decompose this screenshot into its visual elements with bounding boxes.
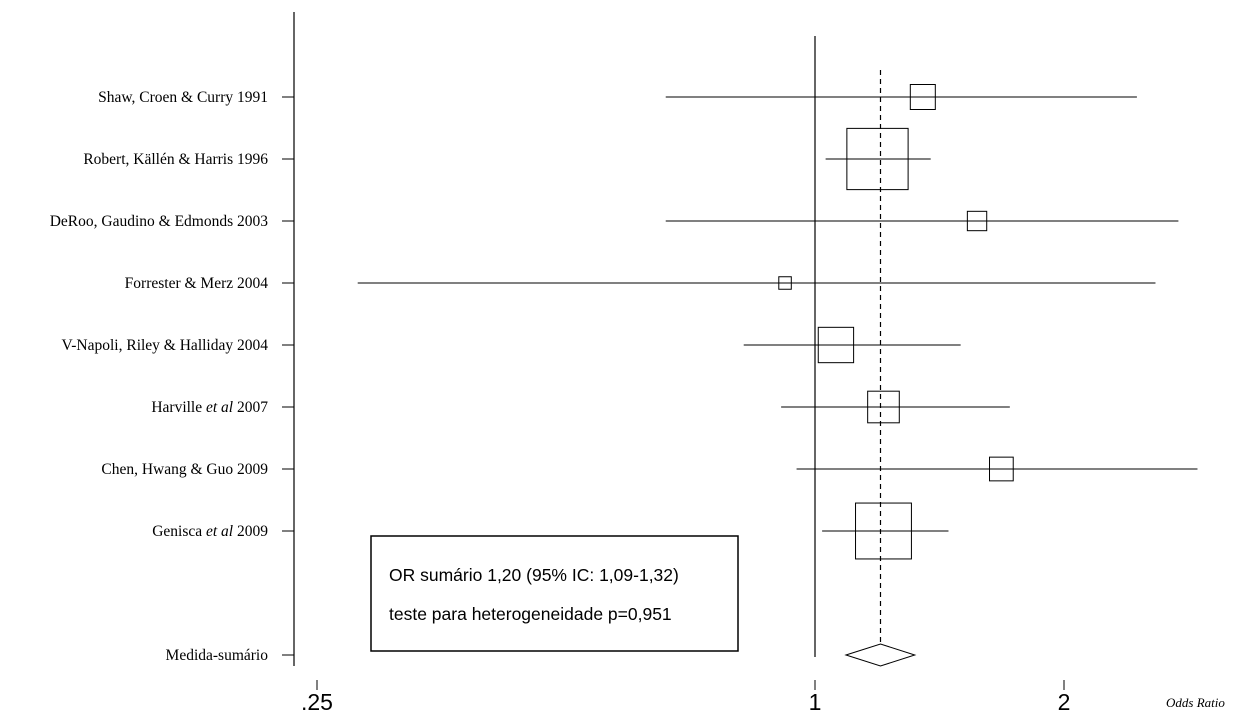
annotation-box: OR sumário 1,20 (95% IC: 1,09-1,32) test… [370,535,739,652]
annotation-frame [370,535,739,652]
study-row: Genisca et al 2009 [152,502,949,560]
x-axis-ticks: .25 1 2 [301,680,1070,712]
point-estimate-box [966,210,988,232]
study-label-part: Harville [151,399,206,416]
point-estimate-box [989,456,1014,482]
study-label-part: Chen, Hwang & Guo 2009 [101,461,268,478]
study-label: Harville et al 2007 [151,399,268,416]
study-row: Harville et al 2007 [151,390,1010,424]
study-label: Shaw, Croen & Curry 1991 [98,89,268,106]
study-label-part: 2009 [233,523,268,540]
annotation-line-1: OR sumário 1,20 (95% IC: 1,09-1,32) [389,565,679,585]
summary-row: Medida-sumário [166,643,917,667]
study-label-part: Genisca [152,523,206,540]
point-estimate-box [909,84,936,110]
study-label-part: et al [206,399,233,416]
point-estimate-box [846,127,909,191]
study-label: Chen, Hwang & Guo 2009 [101,461,268,478]
annotation-line-2: teste para heterogeneidade p=0,951 [389,604,672,624]
study-label-part: Robert, Källén & Harris 1996 [83,151,268,168]
study-label-part: V-Napoli, Riley & Halliday 2004 [61,337,268,354]
study-row: V-Napoli, Riley & Halliday 2004 [61,326,961,364]
point-estimate-box [817,326,855,364]
study-label: Robert, Källén & Harris 1996 [83,151,268,168]
point-estimate-box [867,390,900,424]
study-label-part: et al [206,523,233,540]
summary-label: Medida-sumário [166,647,269,664]
study-label-part: 2007 [233,399,268,416]
study-label: V-Napoli, Riley & Halliday 2004 [61,337,268,354]
study-label-part: DeRoo, Gaudino & Edmonds 2003 [50,213,269,230]
study-label-part: Forrester & Merz 2004 [125,275,269,292]
study-row: DeRoo, Gaudino & Edmonds 2003 [50,210,1179,232]
x-axis-label: Odds Ratio [1166,695,1225,710]
x-tick-label: 2 [1058,689,1071,712]
study-row: Forrester & Merz 2004 [125,275,1156,292]
study-row: Robert, Källén & Harris 1996 [83,127,931,191]
summary-diamond [844,643,917,667]
study-label: Genisca et al 2009 [152,523,268,540]
study-label: Forrester & Merz 2004 [125,275,269,292]
study-rows: Shaw, Croen & Curry 1991 Robert, Källén &… [50,84,1198,560]
study-row: Shaw, Croen & Curry 1991 [98,84,1137,110]
point-estimate-box [778,276,792,290]
x-tick-label: .25 [301,689,333,712]
point-estimate-box [855,502,912,560]
x-tick-label: 1 [809,689,822,712]
study-label-part: Shaw, Croen & Curry 1991 [98,89,268,106]
study-row: Chen, Hwang & Guo 2009 [101,456,1198,482]
study-label: DeRoo, Gaudino & Edmonds 2003 [50,213,269,230]
